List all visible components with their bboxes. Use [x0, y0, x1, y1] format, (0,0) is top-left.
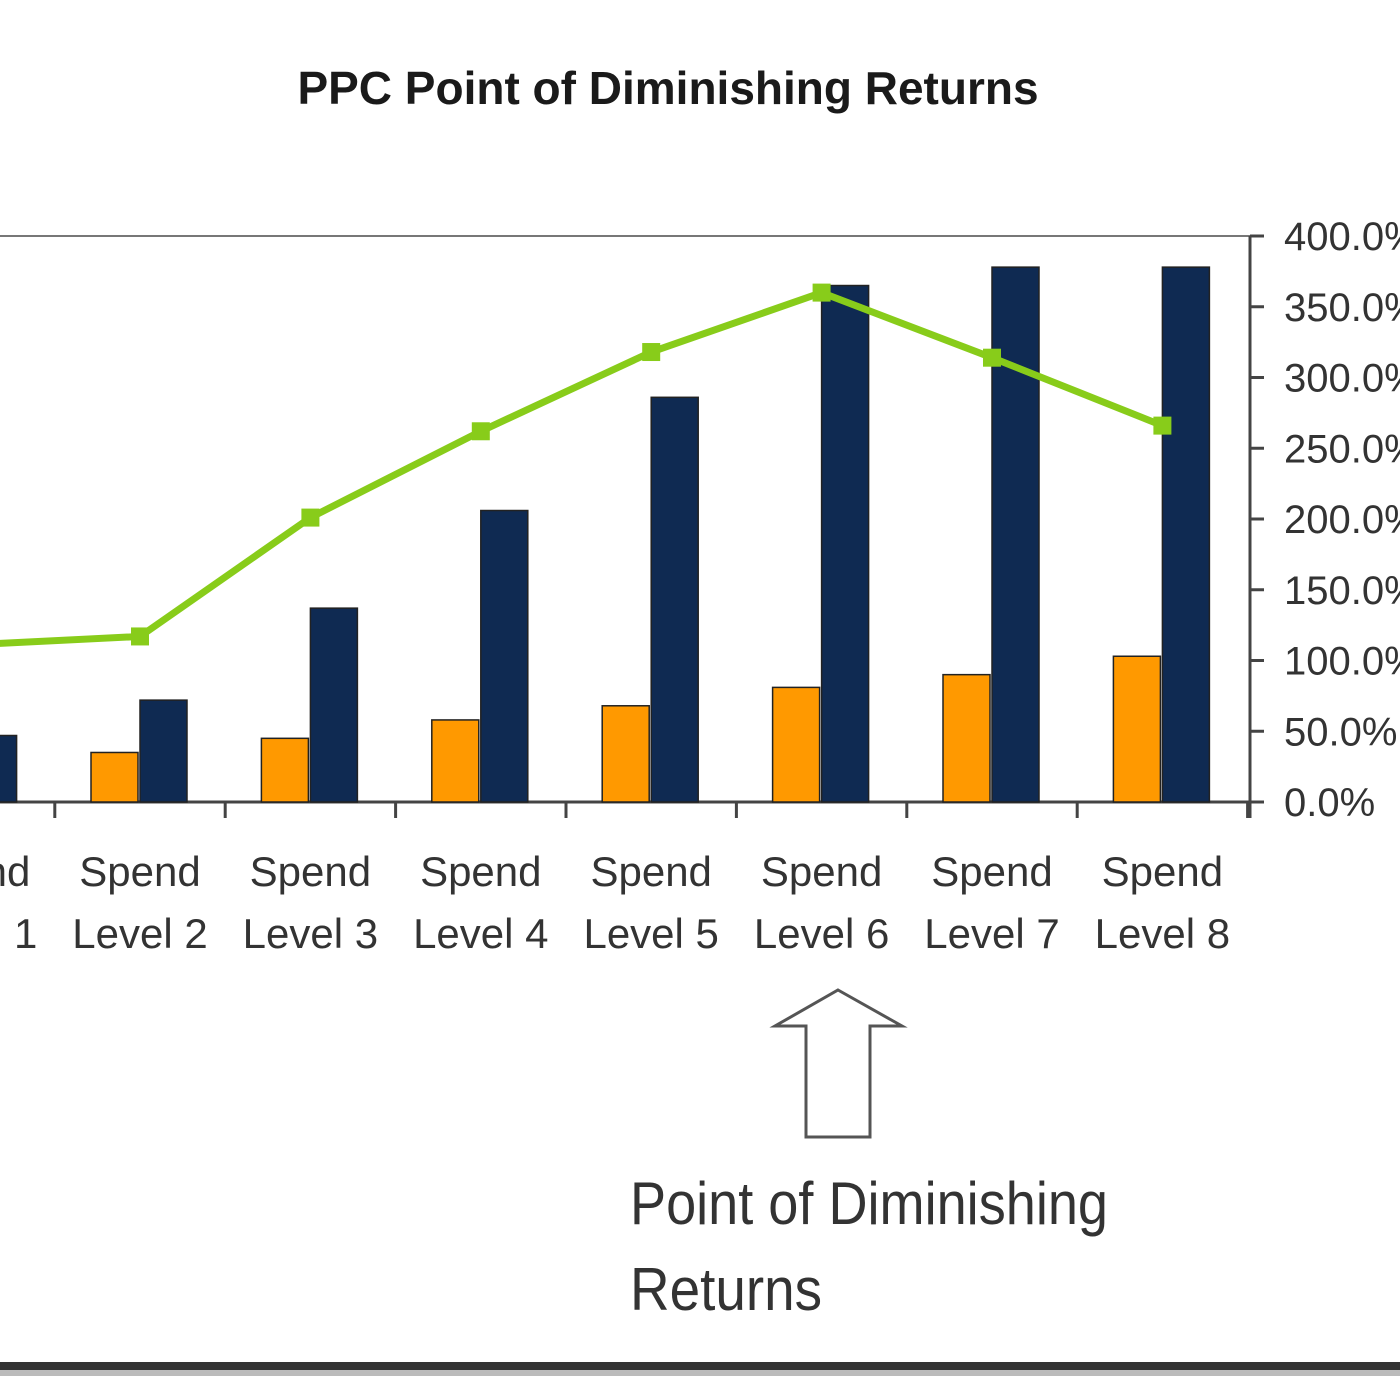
bar: [1112, 655, 1162, 803]
x-tick-label: Spend: [761, 848, 882, 895]
line-marker: [812, 283, 831, 302]
annotation: Returns: [630, 1256, 822, 1323]
x-tick-label: Spend: [79, 848, 200, 895]
y2-tick-label: 400.0%: [1284, 215, 1400, 259]
line-marker: [1153, 416, 1172, 435]
bar: [90, 751, 139, 803]
line-marker: [301, 508, 320, 527]
y2-tick-label: 150.0%: [1284, 569, 1400, 613]
x-tick-label: Spend: [931, 848, 1052, 895]
bottom-border: [0, 1362, 1400, 1370]
x-tick-label: Spend: [420, 848, 541, 895]
y2-tick-label: 50.0%: [1284, 710, 1397, 754]
x-tick-label: Level 6: [754, 910, 889, 957]
x-tick-label: Spend: [250, 848, 371, 895]
bar: [991, 266, 1040, 803]
annotation-arrow: [769, 988, 908, 1139]
line-marker: [131, 627, 149, 646]
chart-title: PPC Point of Diminishing Returns: [297, 62, 1038, 114]
bar: [601, 705, 650, 803]
x-tick-label: Level 8: [1095, 910, 1230, 957]
line-marker: [471, 422, 490, 441]
bottom-shadow: [0, 1370, 1400, 1376]
x-tick-label: Spend: [590, 848, 711, 895]
bar: [942, 673, 991, 803]
y2-tick-label: 300.0%: [1284, 357, 1400, 401]
bar: [1161, 266, 1211, 803]
bar: [0, 734, 18, 803]
line-marker: [642, 343, 661, 362]
bar: [260, 737, 310, 803]
bar: [820, 284, 870, 803]
bar: [139, 699, 188, 803]
bar: [431, 719, 480, 803]
x-tick-label: Level 4: [413, 910, 548, 957]
x-tick-label: Level 3: [243, 910, 378, 957]
x-tick-label: Spend: [1102, 848, 1223, 895]
bar: [771, 686, 821, 803]
y2-tick-label: 350.0%: [1284, 286, 1400, 330]
line-marker: [983, 348, 1001, 367]
bar: [650, 396, 699, 803]
x-tick-label: Level 1: [0, 910, 37, 957]
x-tick-label: Level 7: [924, 910, 1059, 957]
line: [0, 288, 1164, 647]
bar: [309, 607, 359, 803]
y2-tick-label: 250.0%: [1284, 427, 1400, 471]
x-tick-label: Spend: [0, 848, 30, 895]
y2-tick-label: 100.0%: [1284, 640, 1400, 684]
x-tick-label: Level 2: [72, 910, 207, 957]
annotation: Point of Diminishing: [630, 1170, 1108, 1237]
x-tick-label: Level 5: [583, 910, 718, 957]
bar: [480, 509, 529, 803]
y2-tick-label: 0.0%: [1284, 781, 1375, 825]
y2-tick-label: 200.0%: [1284, 498, 1400, 542]
